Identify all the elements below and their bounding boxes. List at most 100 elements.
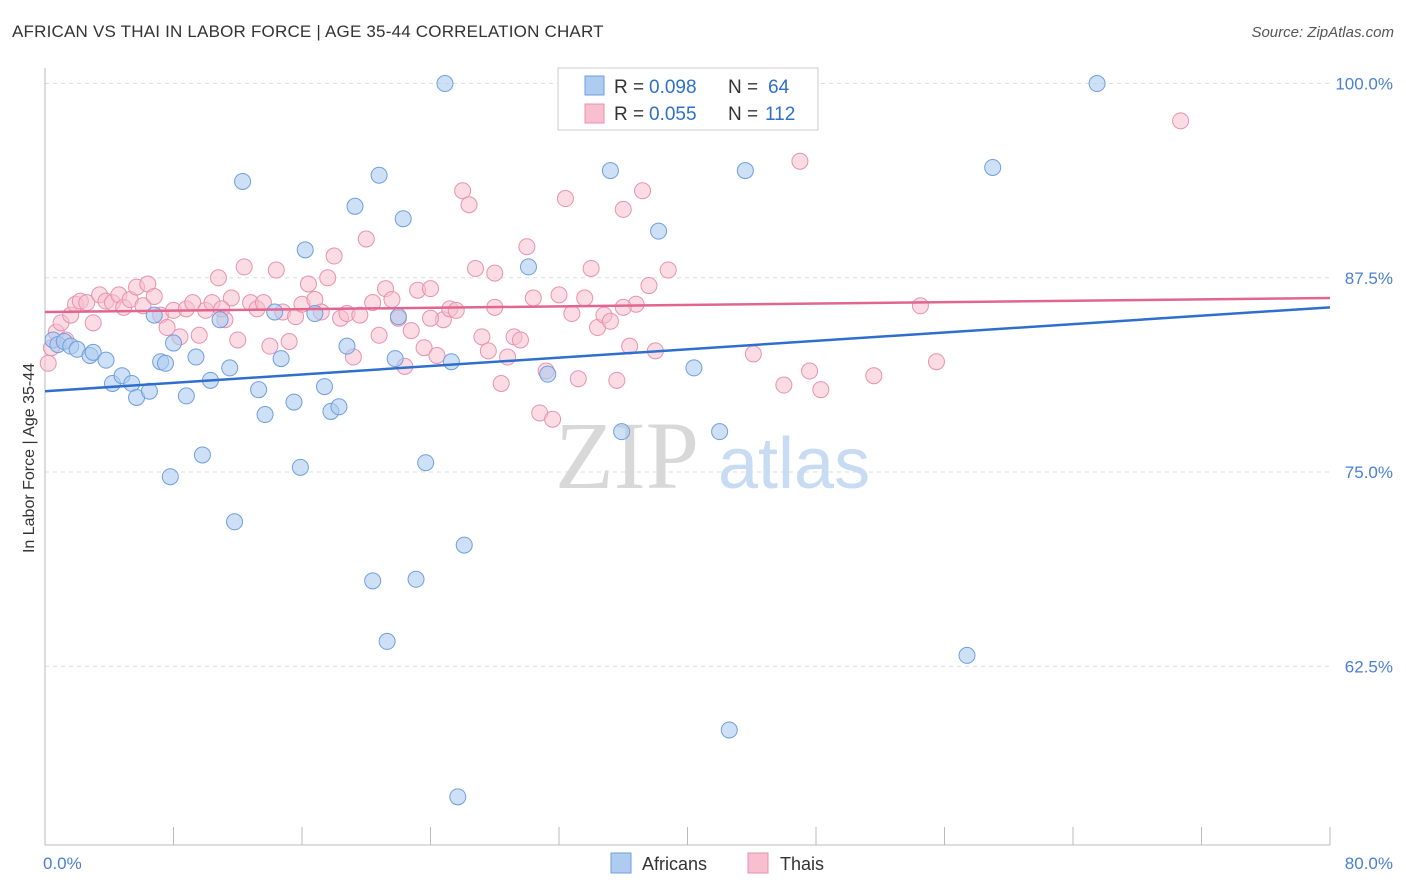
african-point <box>256 406 274 424</box>
thai-point <box>261 337 279 355</box>
african-point <box>736 162 754 180</box>
african-point <box>389 308 407 326</box>
thai-point <box>222 289 240 307</box>
thai-point <box>499 348 517 366</box>
bottom-legend-swatch-africans <box>610 852 632 874</box>
thai-point <box>911 297 929 315</box>
thai-point <box>415 339 433 357</box>
thai-point <box>608 371 626 389</box>
african-point <box>193 446 211 464</box>
thai-point <box>357 230 375 248</box>
african-point <box>407 570 425 588</box>
africans-trend-line <box>44 306 1331 393</box>
thai-point <box>659 261 677 279</box>
african-point <box>266 303 284 321</box>
thai-point <box>865 367 883 385</box>
series-thais <box>39 112 1190 428</box>
y-tick-label: 62.5% <box>1345 657 1393 676</box>
x-tick-label: 0.0% <box>43 854 82 873</box>
african-point <box>285 393 303 411</box>
african-point <box>613 423 631 441</box>
african-point <box>455 536 473 554</box>
african-point <box>234 172 252 190</box>
watermark-zip: ZIP <box>555 402 699 509</box>
legend-africans-r-label: R = <box>614 77 644 98</box>
thai-point <box>601 312 619 330</box>
legend-africans-n-label: N = <box>728 77 758 98</box>
thai-point <box>511 331 529 349</box>
african-point <box>958 646 976 664</box>
bottom-legend-africans: Africans <box>642 854 707 874</box>
african-point <box>449 788 467 806</box>
thai-point <box>524 289 542 307</box>
thais-trend-line <box>44 296 1331 314</box>
african-point <box>250 381 268 399</box>
y-axis-title: In Labor Force | Age 35-44 <box>21 363 38 553</box>
thai-point <box>518 238 536 256</box>
y-tick-label: 87.5% <box>1345 269 1393 288</box>
african-point <box>984 158 1002 176</box>
african-point <box>211 311 229 329</box>
thai-point <box>422 309 439 327</box>
thai-point <box>267 261 285 279</box>
thai-point <box>582 259 600 277</box>
african-point <box>1088 75 1106 93</box>
thai-point <box>402 322 420 340</box>
thai-point <box>383 291 401 309</box>
thai-point <box>351 306 369 324</box>
legend-box: R = 0.098 N = 64 R = 0.055 N = 112 <box>557 67 819 131</box>
african-point <box>417 454 435 472</box>
thai-point <box>556 190 574 208</box>
thai-point <box>370 326 388 344</box>
grid-lines <box>45 83 1330 667</box>
african-point <box>519 258 537 276</box>
chart-title: AFRICAN VS THAI IN LABOR FORCE | AGE 35-… <box>12 22 604 41</box>
african-point <box>296 241 314 259</box>
thai-point <box>235 258 253 276</box>
thai-point <box>1172 112 1190 130</box>
thai-point <box>299 275 317 293</box>
thai-point <box>492 374 510 392</box>
thai-point <box>801 362 819 380</box>
african-point <box>221 359 239 377</box>
african-point <box>97 351 115 369</box>
african-point <box>272 350 290 368</box>
y-tick-label: 75.0% <box>1345 463 1393 482</box>
legend-thais-r-value: 0.055 <box>649 104 697 125</box>
thai-point <box>454 182 472 200</box>
watermark-atlas: atlas <box>718 424 870 504</box>
african-point <box>177 387 195 405</box>
african-point <box>364 572 382 590</box>
african-point <box>378 632 396 650</box>
african-point <box>161 468 179 486</box>
thai-point <box>466 259 484 277</box>
legend-thais-r-label: R = <box>614 104 644 125</box>
thai-point <box>84 314 102 332</box>
legend-thais-n-value: 112 <box>765 104 795 125</box>
thai-point <box>614 200 632 218</box>
african-point <box>370 166 388 184</box>
african-point <box>601 162 619 180</box>
african-point <box>156 354 174 372</box>
thai-point <box>229 331 247 349</box>
thai-point <box>39 354 57 372</box>
african-point <box>330 398 348 416</box>
thai-point <box>158 319 176 337</box>
legend-swatch-thais <box>584 103 605 124</box>
thai-point <box>447 301 465 319</box>
thai-point <box>927 353 945 371</box>
african-point <box>685 359 703 377</box>
thai-point <box>145 287 163 305</box>
tick-labels: 62.5% 75.0% 87.5% 100.0% 0.0% 80.0% <box>43 75 1393 873</box>
african-point <box>720 721 738 739</box>
thai-point <box>775 376 793 394</box>
african-point <box>315 378 333 396</box>
african-point <box>539 365 557 383</box>
african-point <box>165 334 182 352</box>
trend-lines <box>44 296 1331 393</box>
african-point <box>346 197 364 215</box>
african-point <box>394 210 412 228</box>
thai-point <box>791 152 809 170</box>
thai-point <box>550 286 568 304</box>
legend-africans-n-value: 64 <box>768 77 790 98</box>
